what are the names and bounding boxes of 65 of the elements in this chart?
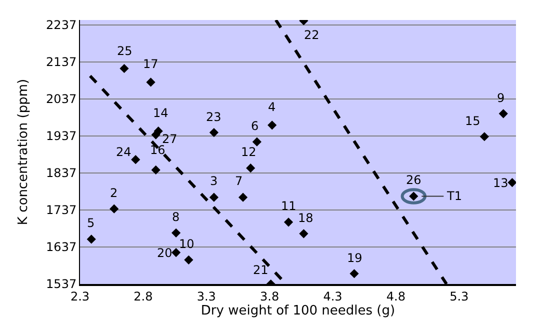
y-tick-label: 1937 (46, 129, 77, 144)
y-tick-label: 1837 (46, 166, 77, 180)
x-tick-label: 3.8 (260, 289, 280, 304)
point (268, 120, 277, 130)
point (209, 192, 219, 202)
annotation: 11 (281, 199, 296, 213)
annotation: 13 (493, 176, 508, 190)
point (184, 255, 194, 264)
y-tick-label: 2037 (46, 92, 77, 106)
x-tick-label: 4.3 (323, 289, 342, 304)
annotation: 22 (304, 28, 320, 42)
annotation: 26 (406, 173, 422, 187)
x-tick-label: 5.3 (450, 289, 469, 304)
x-tick-label: 2.3 (70, 289, 90, 304)
y-tick-label: 1637 (46, 240, 77, 254)
annotation: 24 (116, 145, 132, 159)
annotation: 7 (235, 174, 243, 188)
point (299, 229, 308, 238)
annotation: T1 (446, 189, 462, 203)
annotation: 14 (153, 106, 168, 120)
point (209, 128, 219, 138)
point (284, 218, 294, 227)
point (86, 234, 96, 244)
x-tick-label: 2.8 (134, 289, 153, 304)
annotation: 27 (162, 132, 178, 146)
annotation: 19 (347, 251, 362, 265)
y-tick-label: 2137 (46, 55, 77, 70)
point (480, 132, 489, 142)
annotation: 18 (298, 211, 314, 225)
point (498, 109, 508, 118)
annotation: 8 (172, 210, 180, 224)
annotation: 10 (179, 237, 194, 251)
y-tick-label: 2237 (46, 18, 77, 32)
point (146, 78, 156, 87)
x-axis-title: Dry weight of 100 needles (g) (200, 303, 396, 318)
point (246, 164, 256, 173)
point (120, 64, 129, 74)
annotation: 23 (206, 110, 222, 124)
annotation: 21 (253, 263, 268, 277)
annotation: 5 (87, 216, 95, 230)
point (110, 204, 119, 214)
point (350, 269, 359, 278)
annotation: 17 (143, 57, 158, 71)
annotation: 9 (497, 91, 505, 105)
annotation: 2 (110, 186, 118, 200)
annotation: 4 (268, 100, 276, 114)
y-axis-title: K concentration (ppm) (16, 78, 32, 226)
point (252, 137, 262, 146)
y-tick-label: 1537 (46, 277, 77, 292)
y-tick-label: 1737 (46, 203, 77, 218)
annotation: 12 (241, 145, 256, 159)
annotation: 6 (251, 119, 259, 133)
point (151, 165, 160, 175)
point (508, 178, 516, 188)
annotation: 16 (150, 143, 166, 157)
point (238, 192, 248, 202)
point (172, 228, 181, 238)
point (172, 248, 181, 258)
x-tick-label: 3.3 (196, 289, 216, 304)
annotation: 15 (465, 114, 480, 128)
annotation: 3 (210, 174, 218, 188)
annotation: 25 (117, 44, 132, 58)
annotation: 20 (157, 246, 172, 260)
point (131, 155, 140, 164)
x-tick-label: 4.8 (386, 289, 406, 304)
